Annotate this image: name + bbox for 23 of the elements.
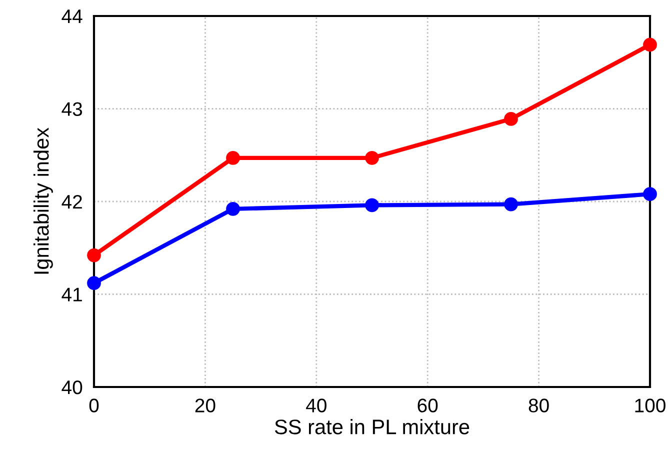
point <box>87 248 101 262</box>
point <box>226 202 240 216</box>
x-tick-label: 80 <box>528 398 549 412</box>
point <box>226 150 240 165</box>
point <box>643 187 657 202</box>
x-tick-label: 0 <box>89 398 99 412</box>
y-tick-label: 43 <box>62 102 82 116</box>
y-tick-label: 41 <box>62 288 82 302</box>
y-axis-title: Ignitability index <box>34 128 53 274</box>
y-tick-label: 40 <box>62 380 82 394</box>
x-tick-label: 40 <box>306 398 326 412</box>
point <box>504 112 518 126</box>
point <box>643 38 657 52</box>
x-tick-label: 60 <box>418 398 438 412</box>
point <box>365 150 379 165</box>
x-axis-title: SS rate in PL mixture <box>274 419 470 434</box>
y-tick-label: 44 <box>62 10 82 24</box>
point <box>87 276 101 290</box>
x-tick-label: 20 <box>195 398 216 412</box>
y-tick-label: 42 <box>62 194 82 209</box>
point <box>504 197 518 212</box>
x-tick-label: 100 <box>635 398 666 412</box>
point <box>365 198 379 212</box>
